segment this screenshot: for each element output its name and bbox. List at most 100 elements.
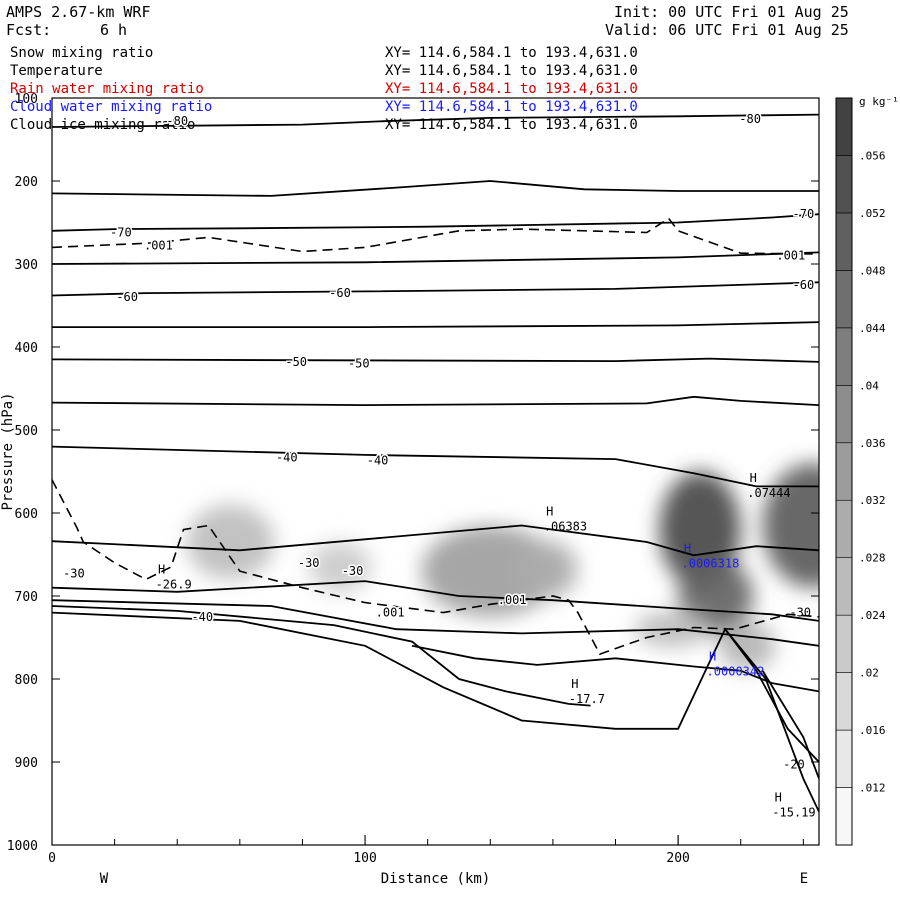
- temperature-label: -40: [367, 454, 389, 468]
- rain-label: .001: [144, 239, 173, 253]
- x-tick-label: 100: [353, 851, 376, 866]
- variable-name: Snow mixing ratio: [10, 45, 154, 61]
- snow-blob: [659, 471, 741, 588]
- colorbar-tick-label: .04: [859, 379, 879, 392]
- variable-xy-range: XY= 114.6,584.1 to 193.4,631.0: [385, 45, 638, 61]
- y-tick-label: 500: [15, 424, 38, 439]
- colorbar-band: [835, 442, 853, 501]
- colorbar-band: [835, 212, 853, 271]
- temperature-line: [761, 670, 819, 779]
- variable-xy-range: XY= 114.6,584.1 to 193.4,631.0: [385, 99, 638, 115]
- snow-blob: [718, 620, 776, 671]
- colorbar: .012 .016 .02 .024 .028 .032 .036 .04 .044 .048 .0…: [835, 95, 899, 846]
- temperature-label: -50: [285, 355, 307, 369]
- axes: 100 200 300 400 500 600 700 800 900 1000 0 100 200 Di…: [0, 92, 819, 887]
- snow-blob: [678, 558, 754, 634]
- colorbar-tick-label: .044: [859, 322, 886, 335]
- colorbar-band: [835, 270, 853, 329]
- colorbar-band: [835, 614, 853, 673]
- max-marker: H: [571, 677, 578, 691]
- variable-name: Cloud water mixing ratio: [10, 99, 213, 115]
- max-marker: H: [709, 650, 716, 664]
- y-tick-label: 400: [15, 341, 38, 356]
- rain-label: .001: [776, 249, 805, 263]
- max-marker: H: [158, 562, 165, 576]
- max-value: -15.19: [772, 806, 815, 820]
- valid-time: Valid: 06 UTC Fri 01 Aug 25: [605, 21, 849, 39]
- model-title: AMPS 2.67-km WRF: [6, 3, 151, 21]
- rain-label: .001: [498, 593, 527, 607]
- variable-name: Temperature: [10, 63, 103, 79]
- plot-frame: [51, 97, 820, 846]
- colorbar-tick-label: .032: [859, 494, 886, 507]
- colorbar-band: [835, 327, 853, 386]
- colorbar-frame: [835, 97, 853, 846]
- temperature-label: -60: [116, 290, 138, 304]
- max-value: .0006318: [682, 557, 740, 571]
- temperature-label: -80: [166, 114, 188, 128]
- temperature-label: -60: [329, 286, 351, 300]
- max-marker: H: [684, 542, 691, 556]
- temperature-line: [52, 213, 819, 232]
- max-marker: H: [775, 791, 782, 805]
- colorbar-tick-label: .052: [859, 207, 886, 220]
- colorbar-band: [835, 385, 853, 444]
- temperature-label: -70: [793, 207, 815, 221]
- temperature-line: [52, 357, 819, 363]
- y-tick-label: 1000: [7, 839, 38, 854]
- maxima-labels: H.07444H.06383H.0006318H-26.9H-17.7H.000…: [156, 471, 816, 820]
- temperature-line: [52, 599, 819, 647]
- colorbar-band: [835, 729, 853, 788]
- temperature-label: -80: [739, 112, 761, 126]
- x-tick-label: 0: [48, 851, 56, 866]
- x-tick-label: 200: [666, 851, 689, 866]
- rain-contours: .001 .001 .001 .001: [52, 217, 819, 656]
- colorbar-tick-label: .056: [859, 149, 886, 162]
- variable-xy-range: XY= 114.6,584.1 to 193.4,631.0: [385, 117, 638, 133]
- variable-xy-range: XY= 114.6,584.1 to 193.4,631.0: [385, 63, 638, 79]
- y-tick-label: 700: [15, 590, 38, 605]
- snow-mixing-shading: [186, 463, 819, 671]
- colorbar-band: [835, 787, 853, 846]
- max-value: .06383: [544, 519, 587, 533]
- rain-line: [52, 217, 819, 255]
- colorbar-band: [835, 557, 853, 616]
- temperature-line: [52, 321, 819, 328]
- colorbar-tick-label: .012: [859, 782, 886, 795]
- temperature-label: -50: [348, 357, 370, 371]
- snow-blob: [421, 525, 560, 617]
- temperature-line: [52, 180, 819, 197]
- snow-blob: [515, 540, 578, 599]
- variable-name: Rain water mixing ratio: [10, 81, 204, 97]
- colorbar-tick-label: .016: [859, 724, 886, 737]
- colorbar-tick-label: .028: [859, 552, 886, 565]
- colorbar-band: [835, 155, 853, 214]
- max-value: .07444: [747, 486, 790, 500]
- max-value: -26.9: [156, 577, 192, 591]
- y-tick-label: 800: [15, 673, 38, 688]
- temperature-contours: -80 -80 -70 -70 -60 -60 -60 -50 -50 -40 -40 -30 -30 -…: [52, 110, 819, 813]
- temperature-line: [52, 281, 819, 297]
- temperature-line: [724, 628, 819, 813]
- temperature-label: -70: [110, 225, 132, 239]
- temperature-line: [52, 611, 819, 763]
- y-tick-label: 200: [15, 175, 38, 190]
- temperature-line: [52, 445, 819, 488]
- y-tick-label: 300: [15, 258, 38, 273]
- temperature-label: -30: [342, 564, 364, 578]
- y-axis-label: Pressure (hPa): [0, 392, 16, 510]
- max-marker: H: [750, 471, 757, 485]
- temperature-label: -30: [63, 567, 85, 581]
- colorbar-band: [835, 672, 853, 731]
- temperature-line: [52, 395, 819, 407]
- init-time: Init: 00 UTC Fri 01 Aug 25: [614, 3, 849, 21]
- y-tick-label: 100: [15, 92, 38, 107]
- east-label: E: [800, 871, 808, 887]
- colorbar-tick-label: .02: [859, 667, 879, 680]
- y-tick-label: 900: [15, 756, 38, 771]
- colorbar-band: [835, 499, 853, 558]
- y-tick-label: 600: [15, 507, 38, 522]
- west-label: W: [100, 871, 109, 887]
- temperature-label: -40: [191, 610, 213, 624]
- temperature-label: -40: [276, 450, 298, 464]
